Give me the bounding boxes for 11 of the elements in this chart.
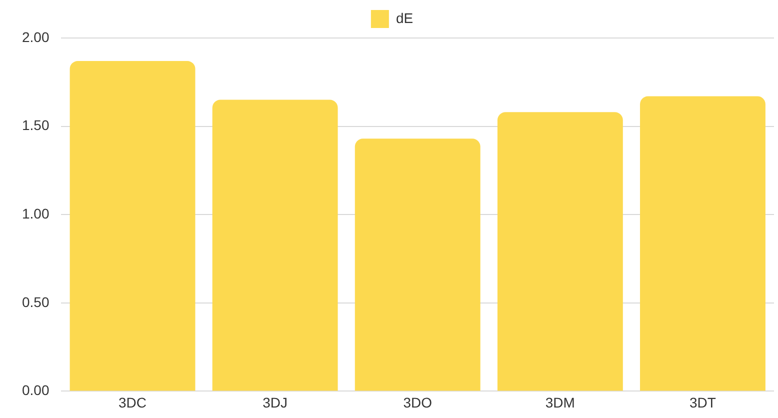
x-tick-label: 3DJ <box>262 394 288 410</box>
y-tick-label: 0.00 <box>22 382 50 398</box>
y-tick-label: 1.00 <box>22 205 50 222</box>
x-tick-label: 3DT <box>690 394 716 410</box>
y-tick-label: 0.50 <box>22 294 50 310</box>
x-tick-label: 3DC <box>118 394 147 410</box>
y-tick-label: 1.50 <box>22 117 50 134</box>
y-tick-label: 2.00 <box>22 28 50 45</box>
x-tick-label: 3DM <box>545 394 575 410</box>
legend-label: dE <box>396 10 414 26</box>
x-tick-label: 3DO <box>403 394 432 410</box>
